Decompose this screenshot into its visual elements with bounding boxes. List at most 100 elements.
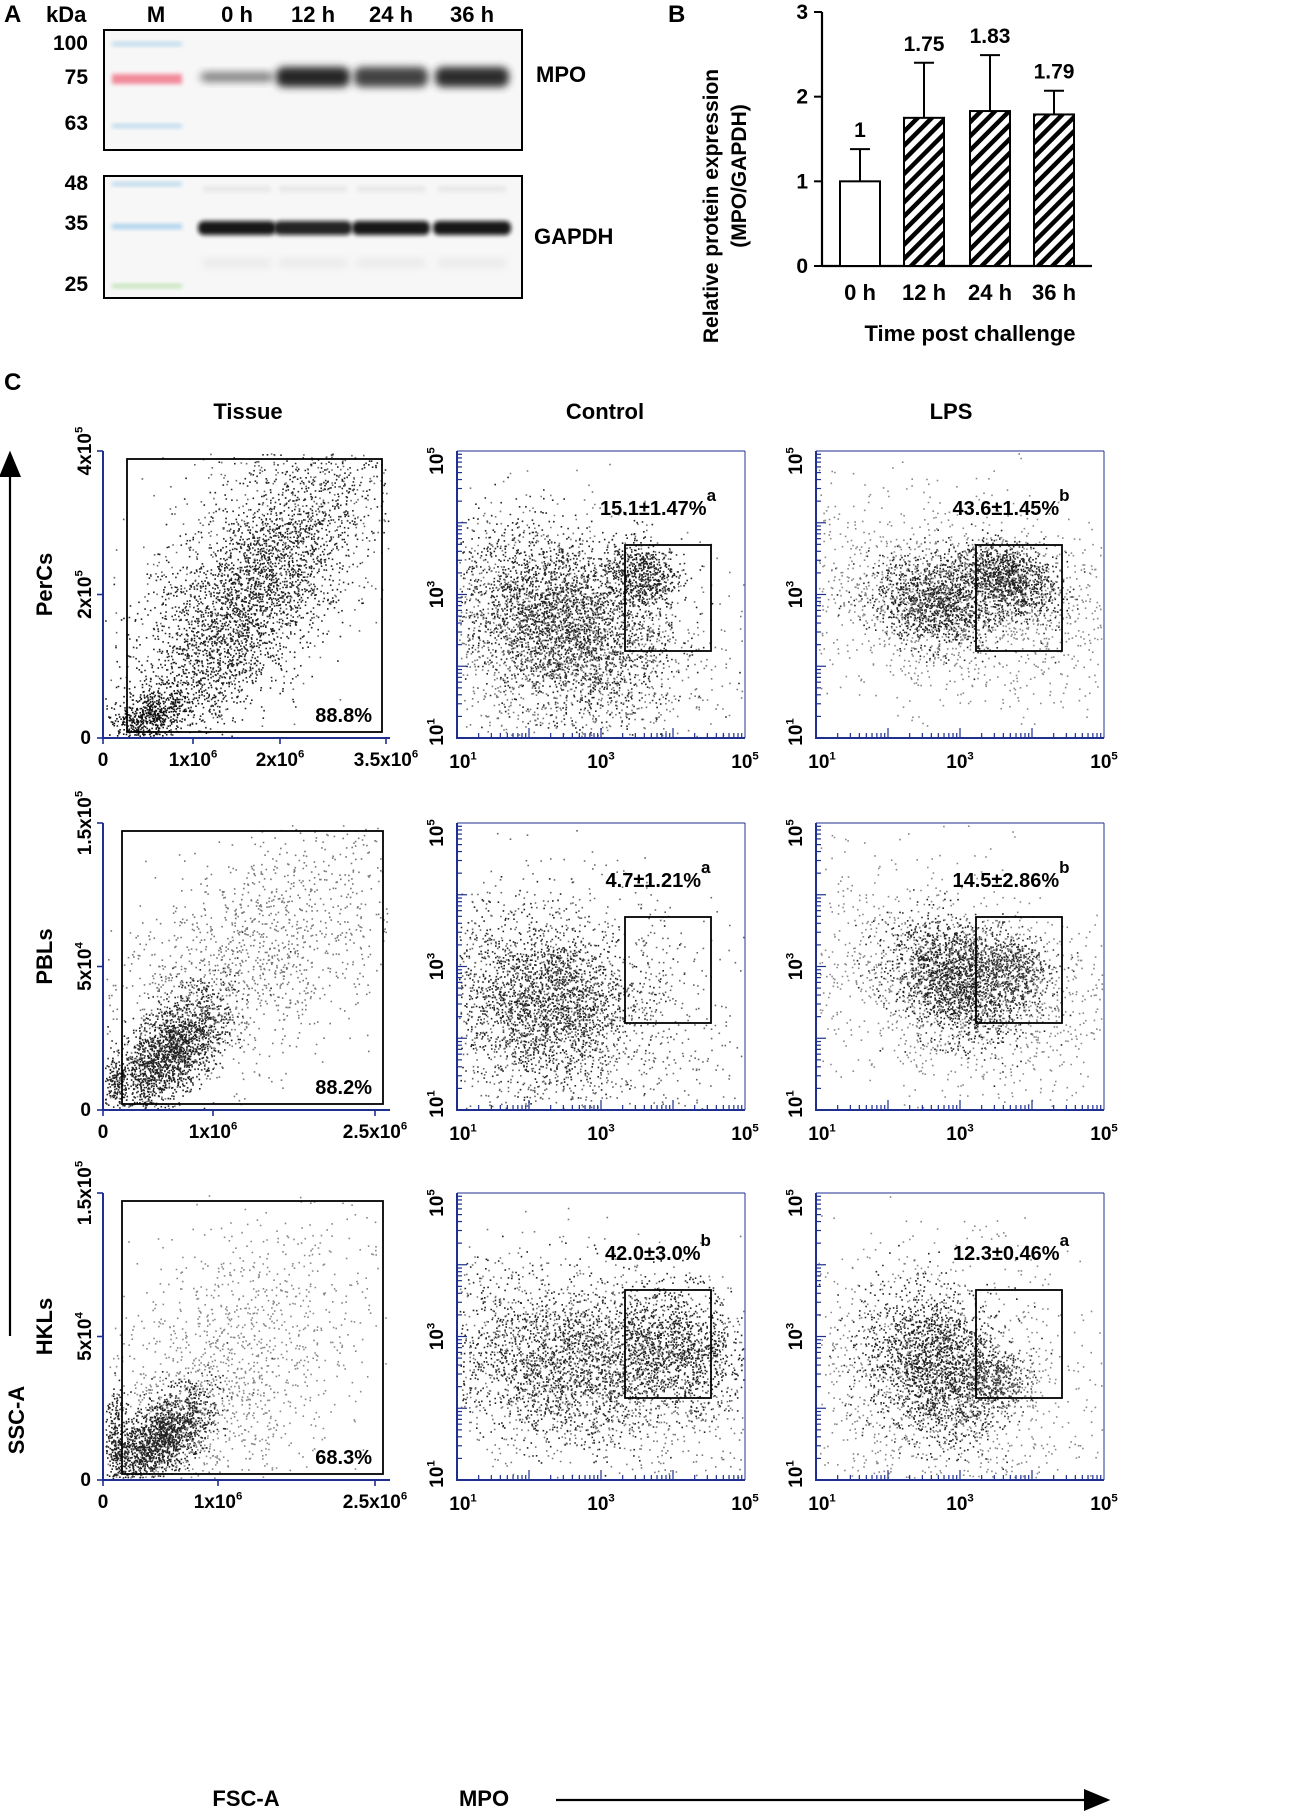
mpo-y-tick-label-base: 10 — [427, 454, 448, 475]
mpo-tick-label: 103 — [946, 750, 973, 773]
mpo-gate-significance: b — [1059, 858, 1069, 877]
ssc-tick-label-base: 2x10 — [75, 577, 96, 619]
mpo-y-tick-label-exp: 3 — [425, 581, 437, 587]
mpo-y-tick-label: 101 — [784, 1460, 807, 1488]
gapdh-blot-label: GAPDH — [534, 224, 613, 249]
scatter-points — [105, 1051, 129, 1107]
column-title-tissue: Tissue — [213, 399, 282, 424]
ssc-tick-label: 0 — [80, 1470, 91, 1491]
mpo-gate-percent: 42.0±3.0%b — [605, 1231, 711, 1265]
gapdh-marker-label: 25 — [65, 273, 89, 296]
mpo-y-tick-label: 103 — [425, 581, 448, 608]
mpo-tick-label: 101 — [449, 750, 477, 773]
mpo-band — [200, 72, 274, 82]
mpo-tick-label: 101 — [808, 1122, 836, 1145]
panel-label-b: B — [668, 1, 685, 28]
mpo-y-tick-label-base: 10 — [786, 587, 807, 608]
fsc-tick-label-base: 1x10 — [169, 750, 211, 771]
ladder-band — [112, 224, 182, 229]
scatter-points — [105, 453, 390, 738]
row-label: HKLs — [32, 1298, 57, 1355]
ssc-tick-label-base: 5x10 — [75, 949, 96, 991]
scatter-points — [937, 921, 1079, 1012]
mpo-y-tick-label-base: 10 — [786, 1467, 807, 1488]
fsc-tick-label-base: 0 — [98, 1122, 109, 1143]
mpo-y-tick-label: 103 — [784, 1323, 807, 1350]
mpo-y-tick-label: 101 — [784, 718, 807, 746]
mpo-y-tick-label-base: 10 — [427, 587, 448, 608]
mpo-tick-label-base: 10 — [946, 1494, 967, 1515]
mpo-tick-label-base: 10 — [587, 1494, 608, 1515]
mpo-bands — [200, 67, 509, 87]
fsc-gate — [126, 458, 383, 733]
ladder-band — [112, 74, 182, 84]
gapdh-band — [274, 221, 352, 235]
mpo-y-tick-label-exp: 3 — [784, 1323, 796, 1329]
gapdh-marker-label: 48 — [65, 172, 89, 195]
fsc-tick-label: 1x106 — [169, 748, 218, 771]
mpo-y-tick-label-base: 10 — [786, 1196, 807, 1217]
gapdh-bands — [198, 186, 511, 268]
bar-value-label: 1.83 — [970, 25, 1011, 48]
fsc-tick-label-base: 1x10 — [194, 1492, 236, 1513]
mpo-gate-percent: 4.7±1.21%a — [606, 858, 712, 892]
mpo-tick-label-exp: 5 — [752, 1492, 759, 1504]
ssc-tick-label: 1.5x105 — [73, 790, 96, 855]
mpo-tick-label: 101 — [449, 1122, 477, 1145]
bar-y-tick-label: 0 — [796, 255, 808, 278]
scatter-points — [459, 830, 745, 1110]
mpo-y-tick-label: 105 — [784, 447, 807, 475]
scatter-points — [818, 1196, 1104, 1479]
gapdh-smear — [357, 258, 425, 268]
mpo-tick-label-base: 10 — [449, 752, 470, 773]
mpo-tick-label-base: 10 — [449, 1124, 470, 1145]
fsc-tick-label-base: 2.5x10 — [343, 1492, 401, 1513]
fsc-tick-label: 0 — [98, 1122, 109, 1143]
blot-lane-labels: 0 h 12 h 24 h 36 h — [221, 2, 494, 27]
mpo-tick-label-base: 10 — [449, 1494, 470, 1515]
mpo-gate-value: 12.3±0.46% — [953, 1243, 1060, 1265]
scatter-points — [950, 1325, 1036, 1425]
row-label: PBLs — [32, 928, 57, 984]
lane-label: 0 h — [221, 2, 253, 27]
mpo-tick-label-base: 10 — [946, 752, 967, 773]
mpo-tick-label-base: 10 — [808, 752, 829, 773]
mpo-gate-value: 42.0±3.0% — [605, 1243, 701, 1265]
scatter-points — [105, 1372, 132, 1479]
mpo-tick-label: 101 — [808, 1492, 836, 1515]
ssc-tick-label: 2x105 — [73, 570, 96, 619]
ssc-tick-label-exp: 4 — [73, 942, 85, 949]
mpo-tick-label-exp: 5 — [752, 750, 759, 762]
mpo-gate-percent: 43.6±1.45%b — [952, 486, 1069, 520]
ssc-tick-label: 5x104 — [73, 942, 96, 991]
ssc-tick-label-base: 0 — [80, 1470, 91, 1491]
bar-value-label: 1.79 — [1034, 61, 1075, 84]
ladder-band — [112, 42, 182, 46]
fsc-tick-label: 3.5x106 — [354, 748, 418, 771]
fsc-tick-label: 0 — [98, 750, 109, 771]
mpo-gate-value: 4.7±1.21% — [606, 870, 702, 892]
mpo-tick-label-base: 10 — [731, 1124, 752, 1145]
mpo-tick-label: 105 — [731, 750, 759, 773]
mpo-tick-label-base: 10 — [1090, 1124, 1111, 1145]
ssc-tick-label-exp: 5 — [73, 426, 85, 433]
fsc-gate — [121, 1200, 384, 1475]
ssc-tick-label-base: 4x10 — [75, 433, 96, 475]
ladder-band — [112, 182, 182, 186]
mpo-tick-label-base: 10 — [587, 1124, 608, 1145]
fsc-tick-label-exp: 6 — [298, 748, 304, 760]
mpo-gate-significance: b — [701, 1231, 711, 1250]
mpo-gate-value: 15.1±1.47% — [600, 498, 707, 520]
mpo-gate — [975, 1289, 1063, 1399]
fsc-tick-label: 2.5x106 — [343, 1490, 407, 1513]
mpo-y-tick-label-base: 10 — [427, 826, 448, 847]
fsc-tick-label: 0 — [98, 1492, 109, 1513]
mpo-tick-label: 105 — [731, 1492, 759, 1515]
ssc-tick-label-exp: 5 — [73, 790, 85, 797]
ssc-tick-label-base: 5x10 — [75, 1319, 96, 1361]
mpo-y-tick-label-exp: 3 — [425, 1323, 437, 1329]
mpo-tick-label-exp: 1 — [829, 750, 836, 762]
